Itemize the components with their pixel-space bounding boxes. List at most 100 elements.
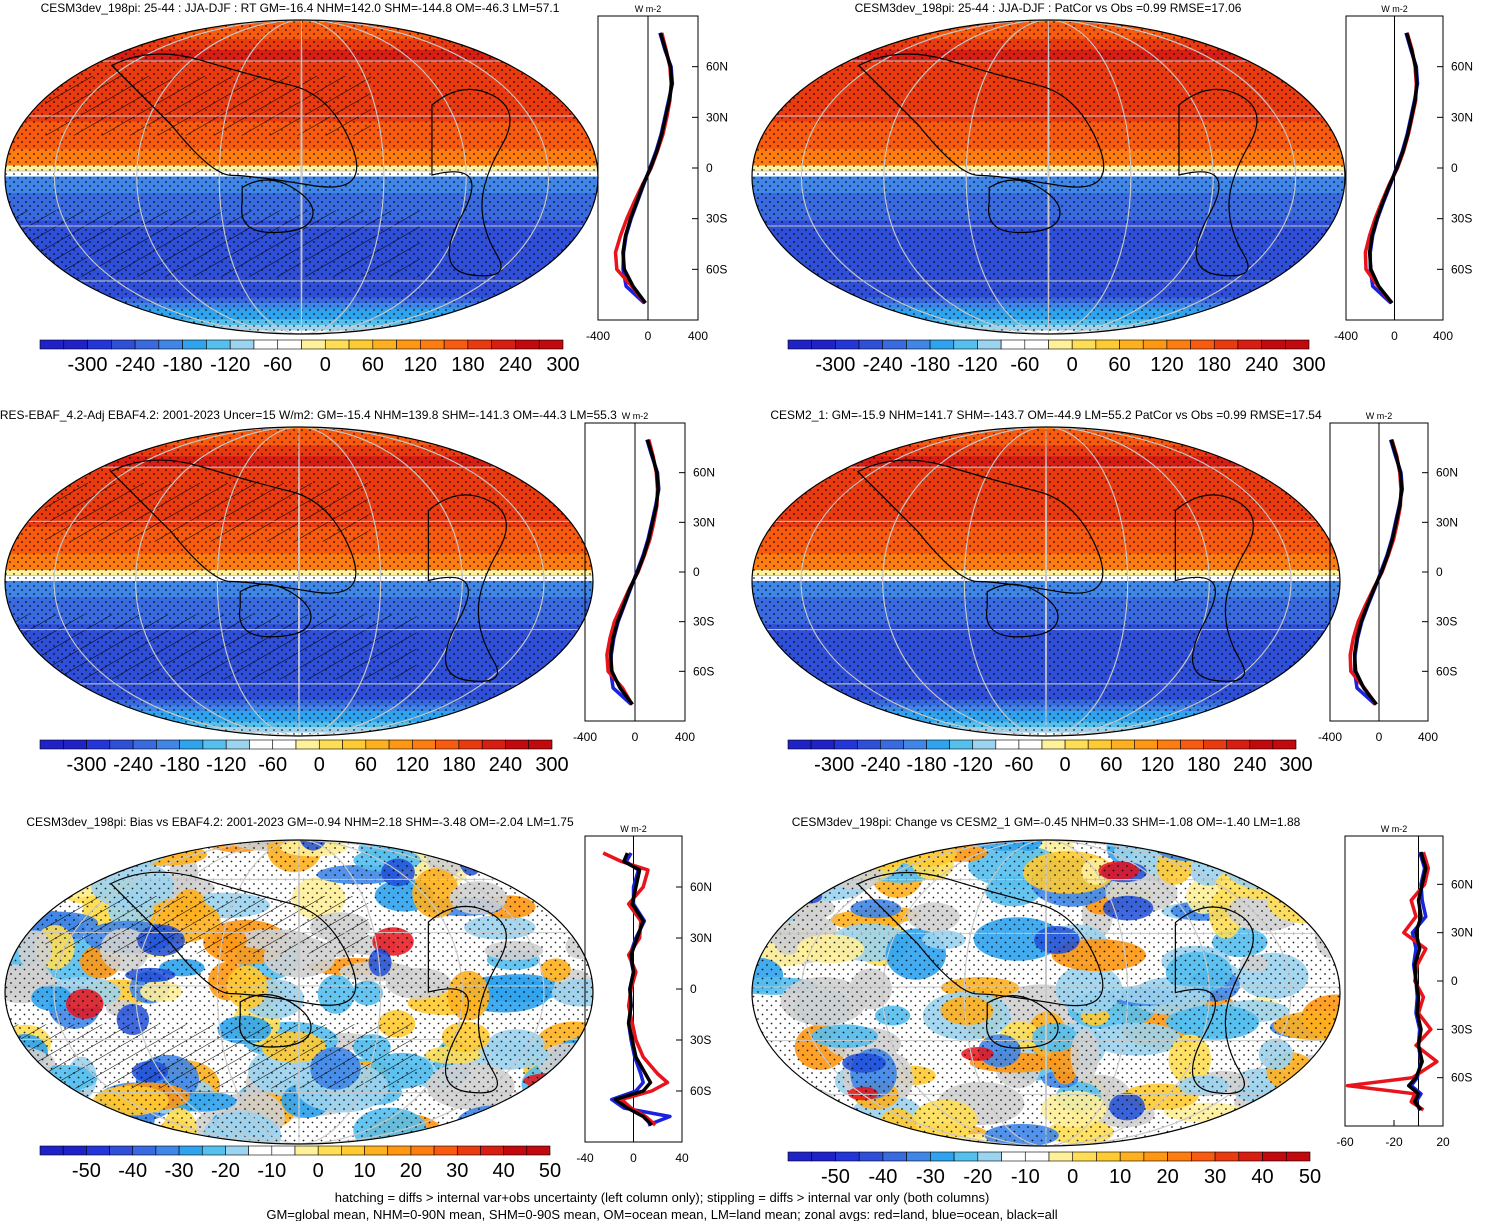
zonal-ytick-label: 30N [706,110,728,124]
colorbar-label: 20 [1157,1166,1179,1188]
colorbar-box [1001,1151,1026,1162]
colorbar-box [39,739,64,750]
colorbar-box [995,739,1020,750]
zonal-plot: W m-2 60N 30N 0 30S 60S -400 0 400 [586,4,728,343]
colorbar-box [856,739,881,750]
zonal-series-land [1363,32,1419,305]
colorbar-box [1272,739,1297,750]
zonal-series-ocean [1352,439,1405,706]
colorbar-label: 120 [1141,754,1174,776]
colorbar-box [505,739,530,750]
colorbar-label: 240 [489,754,522,776]
zonal-ytick-label: 0 [1451,161,1458,175]
zonal-series-all [621,32,674,305]
colorbar-label: 240 [1233,754,1266,776]
colorbar-label: 240 [499,354,532,376]
colorbar-label: -30 [916,1166,945,1188]
zonal-xtick-label: 40 [675,1151,689,1165]
zonal-ytick-label: 0 [1451,974,1458,988]
colorbar-box [1238,1151,1263,1162]
colorbar-label: 0 [1067,354,1078,376]
zonal-xtick-label: 0 [645,329,652,343]
panel-p2: CESM3dev_198pi: 25-44 : JJA-DJF : PatCor… [751,1,1473,376]
panel-title: CESM3dev_198pi: 25-44 : JJA-DJF : PatCor… [855,1,1242,15]
colorbar-box [835,1151,860,1162]
zonal-ytick-label: 60N [693,466,715,480]
zonal-ytick-label: 30S [1451,1022,1472,1036]
zonal-unit: W m-2 [1366,411,1393,421]
zonal-plot: W m-2 60N 30N 0 30S 60S -40 0 40 [576,824,712,1165]
zonal-xtick-label: -40 [576,1151,594,1165]
colorbar-box [528,739,553,750]
colorbar-box [387,1145,412,1156]
panel-title: CESM2_1: GM=-15.9 NHM=141.7 SHM=-143.7 O… [770,408,1322,422]
panel-p6: CESM3dev_198pi: Change vs CESM2_1 GM=-0.… [751,815,1473,1188]
colorbar-label: -300 [68,354,108,376]
zonal-series-land [1348,439,1403,706]
zonal-ytick-label: 30S [690,1033,711,1047]
colorbar-label: -180 [910,354,950,376]
zonal-ytick-label: 60S [690,1084,711,1098]
colorbar-box [271,1145,296,1156]
zonal-plot: W m-2 60N 30N 0 30S 60S -400 0 400 [1318,411,1458,744]
colorbar-label: -60 [258,754,287,776]
colorbar-label: -180 [907,754,947,776]
colorbar-box [301,339,326,350]
zonal-unit: W m-2 [622,411,649,421]
colorbar-box [295,739,320,750]
colorbar-label: -120 [953,754,993,776]
colorbar-box [1018,739,1043,750]
colorbar-label: 50 [1299,1166,1321,1188]
colorbar-label: -240 [113,754,153,776]
colorbar-label: 40 [493,1160,515,1182]
colorbar-box [1048,1151,1074,1162]
panel-p1: CESM3dev_198pi: 25-44 : JJA-DJF : RT GM=… [4,1,728,376]
colorbar-box [248,1145,273,1156]
zonal-xtick-label: -60 [1336,1135,1354,1149]
zonal-ytick-label: 60S [706,262,727,276]
colorbar-box [458,739,483,750]
colorbar-box [1249,739,1274,750]
zonal-ytick-label: 60S [693,664,714,678]
colorbar-box [858,1151,884,1162]
colorbar-box [277,339,302,350]
zonal-unit: W m-2 [1381,4,1408,14]
colorbar-label: 30 [446,1160,468,1182]
colorbar-box [420,339,445,350]
colorbar-box [953,1151,979,1162]
colorbar-label: -240 [115,354,155,376]
colorbar-label: 30 [1204,1166,1226,1188]
zonal-xtick-label: -20 [1385,1135,1403,1149]
colorbar-box [1191,1151,1216,1162]
zonal-xtick-label: 400 [1433,329,1453,343]
colorbar-box [503,1145,528,1156]
colorbar-box [1134,739,1158,750]
colorbar-box [949,739,974,750]
zonal-xtick-label: 0 [632,730,639,744]
colorbar-label: -30 [165,1160,194,1182]
zonal-series-all [608,439,660,706]
map-border [751,426,1341,737]
zonal-ytick-label: 0 [693,565,700,579]
colorbar-box [158,339,183,350]
map-border [751,839,1341,1147]
zonal-ytick-label: 30S [693,615,714,629]
colorbar-box [109,1145,134,1156]
colorbar-box [810,739,835,750]
colorbar-box [318,739,343,750]
colorbar: -50 -40 -30 -20 -10 0 10 20 30 40 50 [787,1151,1321,1188]
colorbar-box [833,739,858,750]
colorbar-box [435,739,460,750]
zonal-series-ocean [1368,32,1420,305]
colorbar-label: 0 [320,354,331,376]
colorbar-box [109,739,134,750]
colorbar-box [272,739,297,750]
zonal-ytick-label: 60S [1436,664,1457,678]
colorbar-box [1024,1151,1050,1162]
colorbar-box [835,339,860,350]
map-field [5,840,593,1144]
colorbar-label: 20 [400,1160,422,1182]
colorbar-box [480,1145,504,1156]
colorbar: -300 -240 -180 -120 -60 0 60 120 180 240 300 [39,339,580,376]
colorbar-label: 60 [1100,754,1122,776]
